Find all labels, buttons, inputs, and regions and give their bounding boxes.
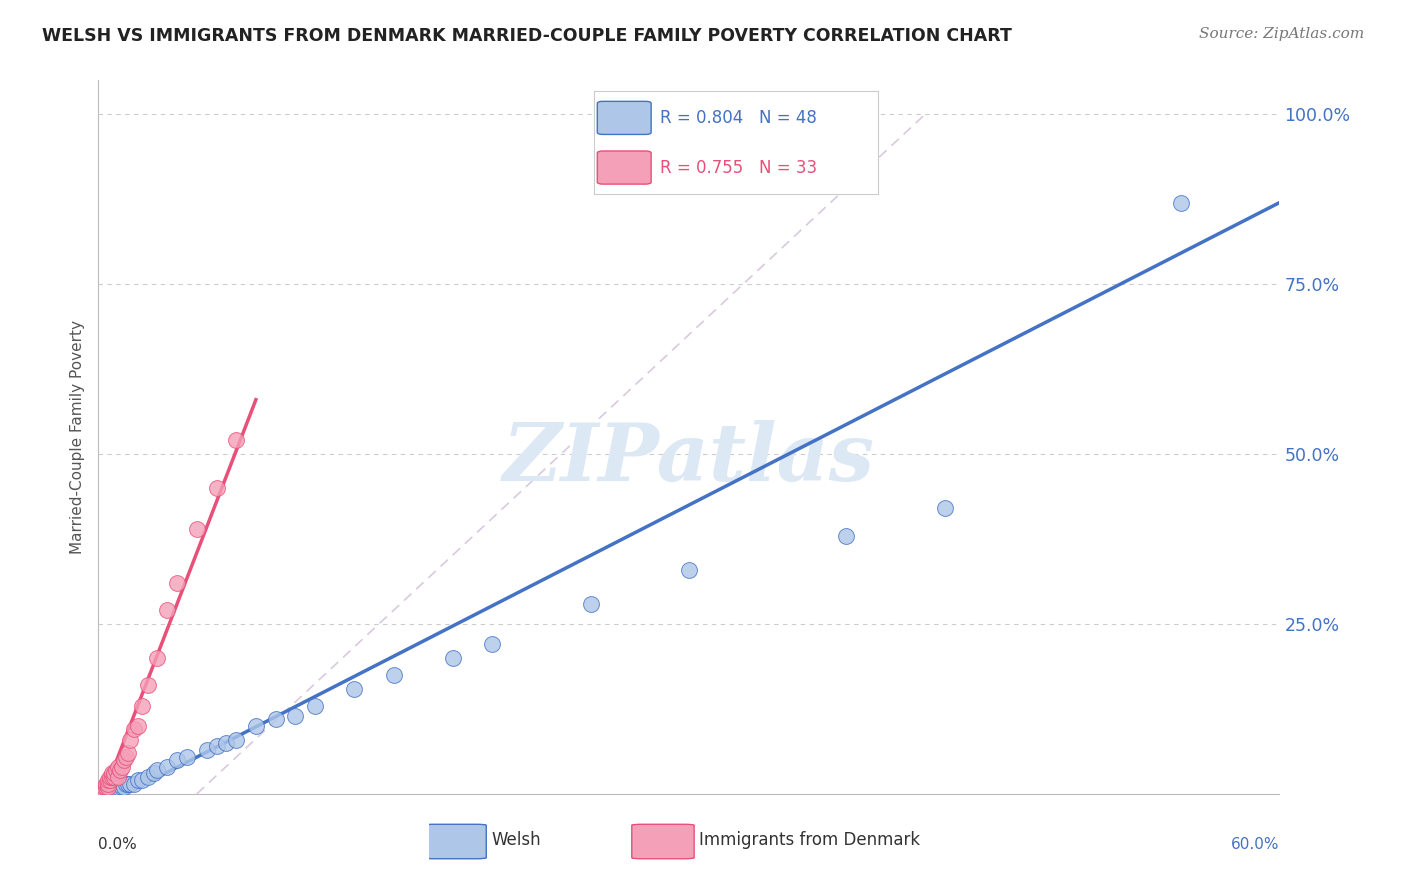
- Point: [205, 739, 228, 754]
- Point: [131, 773, 153, 788]
- Point: [205, 481, 228, 495]
- Point: [103, 782, 125, 797]
- Point: [101, 781, 124, 796]
- Point: [142, 766, 165, 780]
- Point: [108, 763, 131, 777]
- Point: [107, 770, 129, 784]
- Point: [1170, 195, 1192, 210]
- Point: [97, 773, 120, 788]
- Point: [166, 576, 188, 591]
- Point: [107, 777, 129, 791]
- Point: [225, 732, 247, 747]
- Point: [97, 782, 120, 797]
- Point: [166, 753, 188, 767]
- Point: [107, 760, 129, 774]
- Point: [441, 651, 464, 665]
- Point: [136, 770, 159, 784]
- Point: [96, 781, 118, 796]
- Point: [579, 597, 602, 611]
- Point: [481, 637, 503, 651]
- Point: [284, 708, 307, 723]
- Point: [127, 773, 149, 788]
- Point: [105, 763, 128, 777]
- Point: [98, 783, 121, 797]
- Point: [91, 783, 114, 797]
- Point: [97, 777, 120, 791]
- Text: 60.0%: 60.0%: [1232, 837, 1279, 852]
- Point: [98, 782, 121, 797]
- Point: [101, 770, 124, 784]
- Point: [127, 719, 149, 733]
- Point: [382, 668, 405, 682]
- Point: [146, 651, 169, 665]
- Point: [678, 563, 700, 577]
- Point: [122, 777, 145, 791]
- Text: Source: ZipAtlas.com: Source: ZipAtlas.com: [1198, 27, 1364, 41]
- Point: [122, 723, 145, 737]
- Point: [96, 783, 118, 797]
- Point: [156, 603, 179, 617]
- Point: [264, 712, 287, 726]
- Point: [97, 783, 120, 797]
- Point: [156, 760, 179, 774]
- Point: [103, 782, 125, 797]
- Point: [225, 434, 247, 448]
- Point: [131, 698, 153, 713]
- Point: [115, 749, 138, 764]
- Point: [93, 780, 115, 794]
- Text: WELSH VS IMMIGRANTS FROM DENMARK MARRIED-COUPLE FAMILY POVERTY CORRELATION CHART: WELSH VS IMMIGRANTS FROM DENMARK MARRIED…: [42, 27, 1012, 45]
- Point: [111, 780, 134, 794]
- Point: [118, 732, 141, 747]
- Point: [101, 766, 124, 780]
- Point: [91, 783, 114, 797]
- Point: [195, 742, 218, 756]
- Point: [118, 777, 141, 791]
- Point: [107, 783, 129, 797]
- Point: [98, 770, 121, 784]
- Point: [93, 783, 115, 797]
- Y-axis label: Married-Couple Family Poverty: Married-Couple Family Poverty: [69, 320, 84, 554]
- Point: [136, 678, 159, 692]
- Text: ZIPatlas: ZIPatlas: [503, 420, 875, 497]
- Point: [117, 746, 139, 760]
- Point: [101, 783, 124, 797]
- Point: [93, 783, 115, 797]
- Point: [107, 780, 129, 794]
- Point: [115, 777, 138, 791]
- Point: [215, 736, 238, 750]
- Point: [103, 766, 125, 780]
- Text: 0.0%: 0.0%: [98, 837, 138, 852]
- Point: [245, 719, 267, 733]
- Point: [186, 522, 208, 536]
- Point: [96, 780, 118, 794]
- Point: [105, 780, 128, 794]
- Point: [146, 763, 169, 777]
- Point: [835, 528, 858, 542]
- Point: [176, 749, 198, 764]
- Point: [96, 777, 118, 791]
- Point: [105, 783, 128, 797]
- Point: [111, 760, 134, 774]
- Point: [112, 753, 135, 767]
- Point: [98, 773, 121, 788]
- Point: [112, 780, 135, 794]
- Point: [934, 501, 956, 516]
- Point: [103, 770, 125, 784]
- Point: [304, 698, 326, 713]
- Point: [343, 681, 366, 696]
- Point: [97, 780, 120, 794]
- Point: [117, 777, 139, 791]
